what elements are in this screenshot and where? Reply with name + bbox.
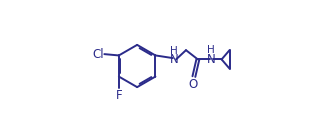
Text: N: N <box>207 53 215 66</box>
Text: H: H <box>170 46 178 56</box>
Text: H: H <box>207 45 215 55</box>
Text: N: N <box>170 53 179 66</box>
Text: O: O <box>189 78 198 91</box>
Text: Cl: Cl <box>92 48 104 61</box>
Text: F: F <box>116 89 122 102</box>
